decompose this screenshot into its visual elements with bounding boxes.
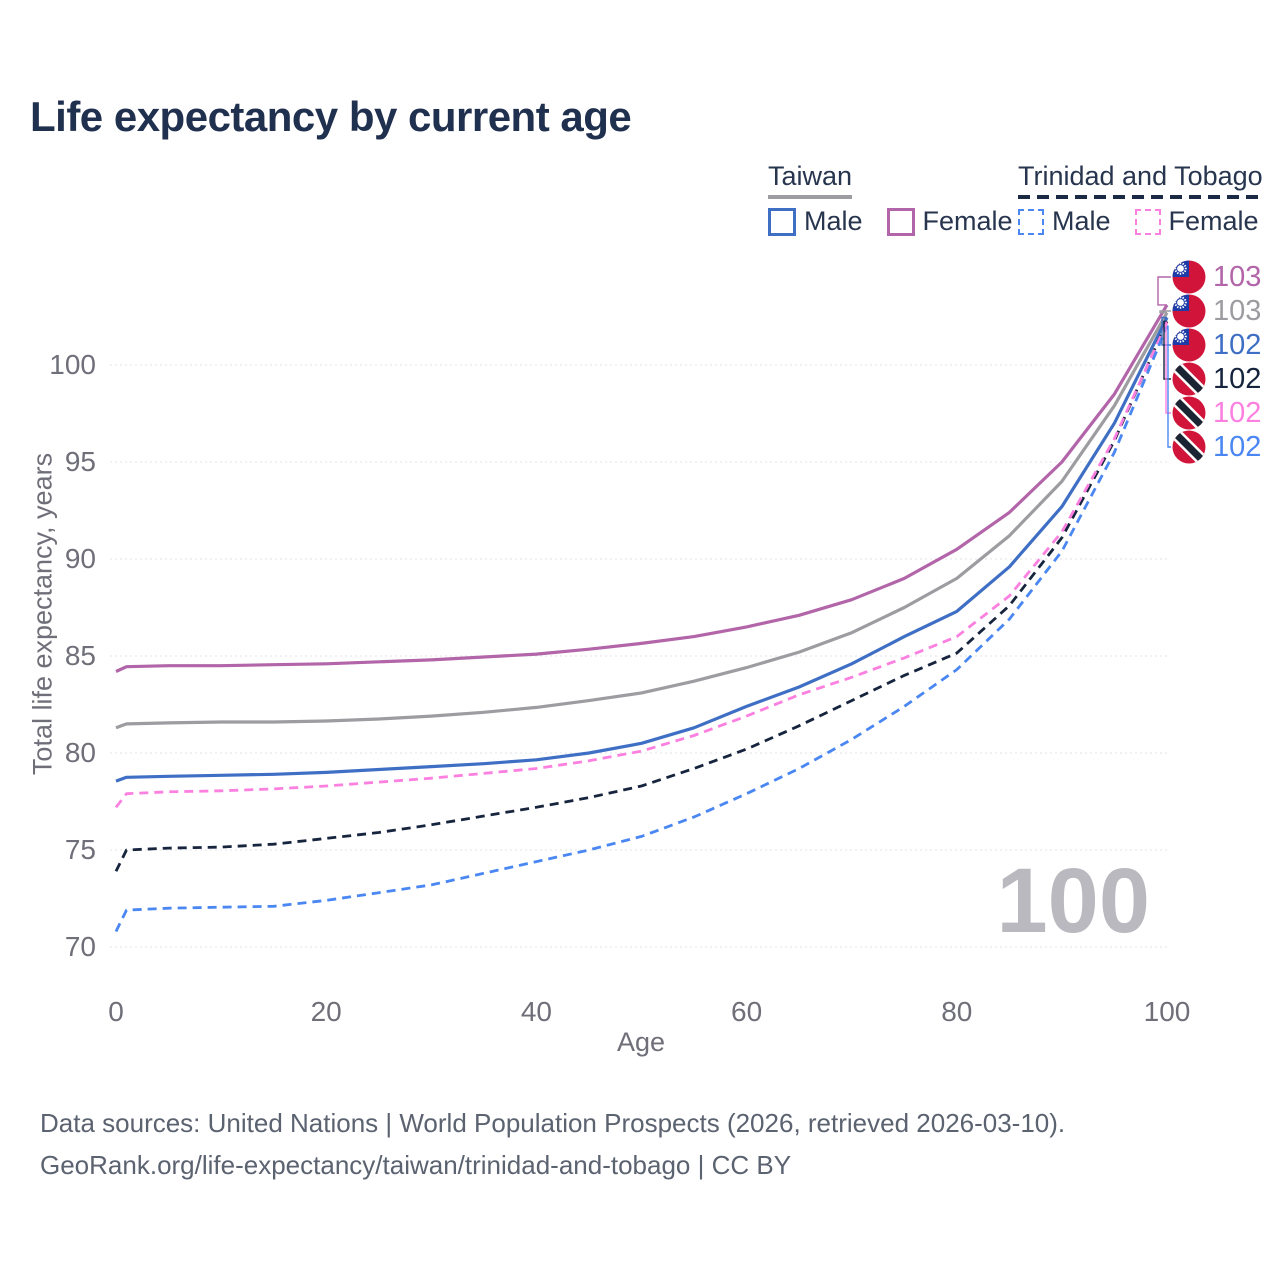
page-title: Life expectancy by current age [30, 93, 632, 140]
trinidad-tobago-flag-icon [1172, 430, 1206, 464]
x-tick-0: 0 [108, 996, 124, 1027]
x-tick-20: 20 [310, 996, 342, 1027]
y-tick-95: 95 [64, 446, 96, 477]
taiwan-flag-icon [1172, 260, 1206, 294]
series-line-taiwan-male[interactable] [115, 316, 1169, 783]
legend-items-trinidad-and-tobago: Male Female [1018, 206, 1275, 237]
legend-label-tt-female[interactable]: Female [1168, 206, 1259, 236]
legend-label-tt-male[interactable]: Male [1052, 206, 1111, 236]
end-label-taiwan-total: 103 [1172, 294, 1261, 328]
legend-swatch-taiwan-female[interactable] [886, 207, 915, 236]
legend-swatch-taiwan-male[interactable] [768, 207, 796, 236]
series-line-tt-female[interactable] [114, 321, 1169, 809]
y-tick-80: 80 [64, 737, 96, 768]
y-tick-100: 100 [49, 349, 96, 380]
x-tick-60: 60 [731, 996, 763, 1027]
leader-line-taiwan-female [1157, 276, 1171, 306]
end-value-taiwan-male: 102 [1213, 329, 1262, 361]
y-axis-title: Total life expectancy, years [27, 452, 58, 776]
footer-data-sources: Data sources: United Nations | World Pop… [40, 1108, 1066, 1138]
legend-label-taiwan-female[interactable]: Female [922, 206, 1013, 236]
x-axis-title: Age [616, 1027, 666, 1057]
legend-group-taiwan: Taiwan Male Female [768, 161, 1029, 237]
trinidad-and-tobago-line-style-sample [1018, 195, 1263, 199]
legend-group-trinidad-and-tobago: Trinidad and Tobago Male Female [1018, 161, 1275, 237]
end-label-tt-male: 102 [1172, 430, 1261, 464]
x-tick-100: 100 [1143, 996, 1191, 1027]
end-label-tt-female: 102 [1172, 396, 1261, 430]
trinidad-tobago-flag-icon [1172, 396, 1206, 430]
x-tick-80: 80 [941, 996, 973, 1027]
taiwan-flag-icon [1172, 294, 1206, 328]
end-label-taiwan-female: 103 [1172, 260, 1261, 294]
series-line-taiwan-female[interactable] [115, 304, 1169, 673]
legend-title-wrap-trinidad-and-tobago: Trinidad and Tobago [1018, 161, 1263, 199]
y-tick-75: 75 [64, 834, 96, 865]
series-line-tt-total[interactable] [114, 320, 1169, 872]
plot-area [110, 276, 1171, 948]
y-tick-85: 85 [64, 640, 96, 671]
leader-line-tt-male [1167, 325, 1171, 448]
legend-title-wrap-taiwan: Taiwan [768, 161, 853, 199]
end-value-taiwan-female: 103 [1213, 261, 1262, 293]
legend-title-taiwan[interactable]: Taiwan [768, 161, 853, 191]
taiwan-flag-icon [1172, 328, 1206, 362]
legend-title-trinidad-and-tobago[interactable]: Trinidad and Tobago [1018, 161, 1263, 191]
series-line-tt-male[interactable] [114, 325, 1169, 933]
end-value-tt-female: 102 [1213, 397, 1262, 429]
legend-label-taiwan-male[interactable]: Male [804, 206, 863, 236]
end-value-taiwan-total: 103 [1213, 295, 1262, 327]
y-tick-70: 70 [64, 931, 96, 962]
end-label-taiwan-male: 102 [1172, 328, 1261, 362]
legend-swatch-tt-female[interactable] [1134, 208, 1161, 235]
age-counter-watermark: 100 [996, 850, 1151, 952]
legend-items-taiwan: Male Female [768, 206, 1029, 237]
end-value-tt-male: 102 [1213, 431, 1262, 463]
y-tick-90: 90 [64, 543, 96, 574]
leader-line-taiwan-total [1159, 310, 1171, 314]
taiwan-line-style-sample [768, 195, 853, 199]
x-tick-40: 40 [520, 996, 552, 1027]
legend-swatch-tt-male[interactable] [1018, 208, 1044, 235]
end-value-tt-total: 102 [1213, 363, 1262, 395]
end-label-tt-total: 102 [1172, 362, 1261, 396]
series-line-taiwan-total[interactable] [115, 311, 1169, 730]
trinidad-tobago-flag-icon [1172, 362, 1206, 396]
footer-url[interactable]: GeoRank.org/life-expectancy/taiwan/trini… [40, 1150, 792, 1180]
